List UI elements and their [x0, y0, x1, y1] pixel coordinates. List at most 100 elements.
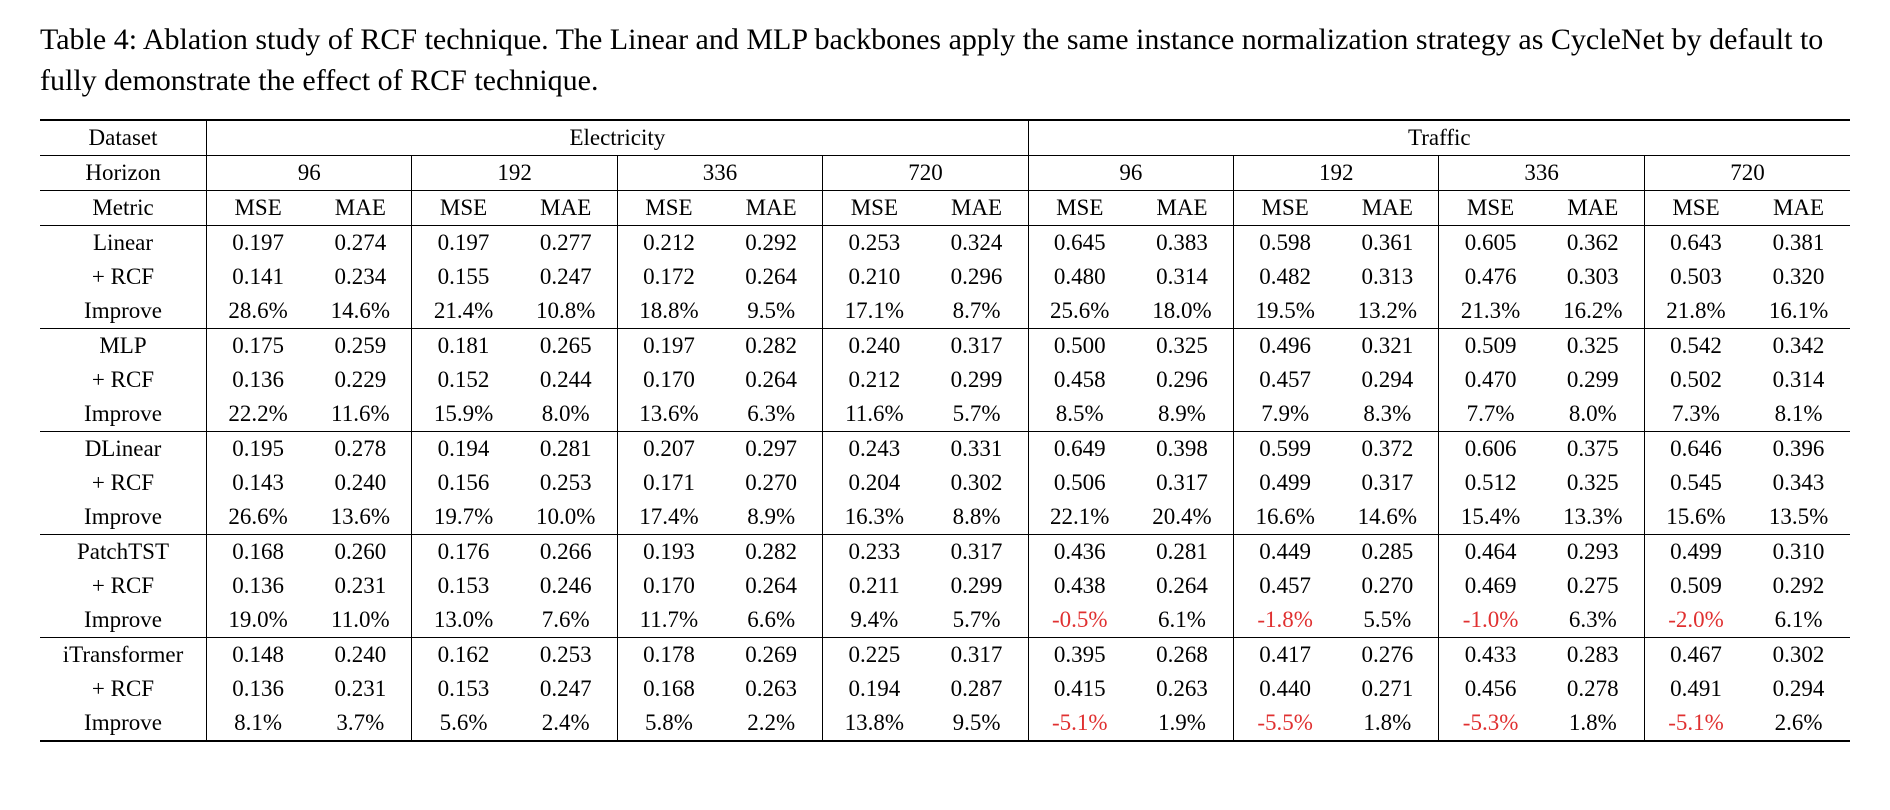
value-cell: 1.8%: [1542, 706, 1645, 741]
value-cell: 6.3%: [720, 397, 823, 432]
dataset-row: Dataset Electricity Traffic: [40, 120, 1850, 156]
metric-col: MAE: [309, 191, 412, 226]
row-label: DLinear: [40, 432, 207, 467]
value-cell: 0.264: [720, 260, 823, 294]
value-cell: -5.1%: [1028, 706, 1131, 741]
value-cell: 0.440: [1234, 672, 1337, 706]
value-cell: 8.3%: [1336, 397, 1439, 432]
value-cell: 6.6%: [720, 603, 823, 638]
table-row: + RCF0.1360.2310.1530.2460.1700.2640.211…: [40, 569, 1850, 603]
value-cell: 0.491: [1644, 672, 1747, 706]
metric-col: MSE: [1439, 191, 1542, 226]
row-label: Linear: [40, 226, 207, 261]
value-cell: 5.7%: [925, 603, 1028, 638]
value-cell: 0.240: [309, 466, 412, 500]
value-cell: 0.281: [515, 432, 618, 467]
value-cell: 0.229: [309, 363, 412, 397]
table-head: Dataset Electricity Traffic Horizon 96 1…: [40, 120, 1850, 226]
value-cell: 0.361: [1336, 226, 1439, 261]
value-cell: 0.506: [1028, 466, 1131, 500]
value-cell: 0.480: [1028, 260, 1131, 294]
row-label: + RCF: [40, 363, 207, 397]
value-cell: 0.168: [207, 535, 310, 570]
value-cell: 5.8%: [617, 706, 720, 741]
value-cell: 0.263: [1131, 672, 1234, 706]
value-cell: 0.292: [1747, 569, 1850, 603]
value-cell: 0.148: [207, 638, 310, 673]
value-cell: 0.240: [823, 329, 926, 364]
value-cell: 0.277: [515, 226, 618, 261]
value-cell: 0.503: [1644, 260, 1747, 294]
value-cell: 5.6%: [412, 706, 515, 741]
value-cell: 0.247: [515, 260, 618, 294]
value-cell: 0.210: [823, 260, 926, 294]
metric-col: MAE: [515, 191, 618, 226]
value-cell: 0.500: [1028, 329, 1131, 364]
row-label: + RCF: [40, 260, 207, 294]
value-cell: 0.302: [1747, 638, 1850, 673]
value-cell: 6.1%: [1747, 603, 1850, 638]
value-cell: 13.0%: [412, 603, 515, 638]
value-cell: 0.162: [412, 638, 515, 673]
value-cell: 0.436: [1028, 535, 1131, 570]
metric-col: MSE: [1234, 191, 1337, 226]
value-cell: 0.643: [1644, 226, 1747, 261]
value-cell: 8.1%: [207, 706, 310, 741]
value-cell: 0.263: [720, 672, 823, 706]
value-cell: 0.457: [1234, 363, 1337, 397]
value-cell: 0.317: [925, 329, 1028, 364]
value-cell: 0.398: [1131, 432, 1234, 467]
value-cell: 2.2%: [720, 706, 823, 741]
dataset-label: Dataset: [40, 120, 207, 156]
value-cell: 0.181: [412, 329, 515, 364]
value-cell: 16.1%: [1747, 294, 1850, 329]
value-cell: 0.457: [1234, 569, 1337, 603]
value-cell: 16.3%: [823, 500, 926, 535]
value-cell: 10.8%: [515, 294, 618, 329]
value-cell: 0.274: [309, 226, 412, 261]
value-cell: 0.512: [1439, 466, 1542, 500]
value-cell: 0.605: [1439, 226, 1542, 261]
row-label: PatchTST: [40, 535, 207, 570]
value-cell: 14.6%: [1336, 500, 1439, 535]
value-cell: 17.1%: [823, 294, 926, 329]
value-cell: 19.0%: [207, 603, 310, 638]
table-row: + RCF0.1360.2310.1530.2470.1680.2630.194…: [40, 672, 1850, 706]
table-caption: Table 4: Ablation study of RCF technique…: [40, 20, 1850, 101]
value-cell: 0.233: [823, 535, 926, 570]
value-cell: -2.0%: [1644, 603, 1747, 638]
value-cell: 8.0%: [515, 397, 618, 432]
value-cell: 0.243: [823, 432, 926, 467]
value-cell: 7.9%: [1234, 397, 1337, 432]
value-cell: 2.4%: [515, 706, 618, 741]
value-cell: 13.6%: [309, 500, 412, 535]
value-cell: 26.6%: [207, 500, 310, 535]
value-cell: 0.178: [617, 638, 720, 673]
value-cell: 0.545: [1644, 466, 1747, 500]
value-cell: 0.225: [823, 638, 926, 673]
value-cell: 0.153: [412, 569, 515, 603]
value-cell: 15.4%: [1439, 500, 1542, 535]
table-row: DLinear0.1950.2780.1940.2810.2070.2970.2…: [40, 432, 1850, 467]
horizon-col: 192: [412, 156, 617, 191]
value-cell: 0.271: [1336, 672, 1439, 706]
dataset-col: Electricity: [207, 120, 1029, 156]
value-cell: 9.5%: [925, 706, 1028, 741]
value-cell: 13.8%: [823, 706, 926, 741]
metric-col: MSE: [1028, 191, 1131, 226]
value-cell: 0.467: [1644, 638, 1747, 673]
value-cell: -0.5%: [1028, 603, 1131, 638]
value-cell: 0.292: [720, 226, 823, 261]
value-cell: 0.287: [925, 672, 1028, 706]
table-row: Improve19.0%11.0%13.0%7.6%11.7%6.6%9.4%5…: [40, 603, 1850, 638]
value-cell: 0.285: [1336, 535, 1439, 570]
value-cell: 9.4%: [823, 603, 926, 638]
ablation-table: Dataset Electricity Traffic Horizon 96 1…: [40, 119, 1850, 742]
metric-col: MAE: [925, 191, 1028, 226]
value-cell: 0.283: [1542, 638, 1645, 673]
table-row: Linear0.1970.2740.1970.2770.2120.2920.25…: [40, 226, 1850, 261]
value-cell: 0.395: [1028, 638, 1131, 673]
value-cell: 0.264: [720, 363, 823, 397]
value-cell: 3.7%: [309, 706, 412, 741]
value-cell: 20.4%: [1131, 500, 1234, 535]
